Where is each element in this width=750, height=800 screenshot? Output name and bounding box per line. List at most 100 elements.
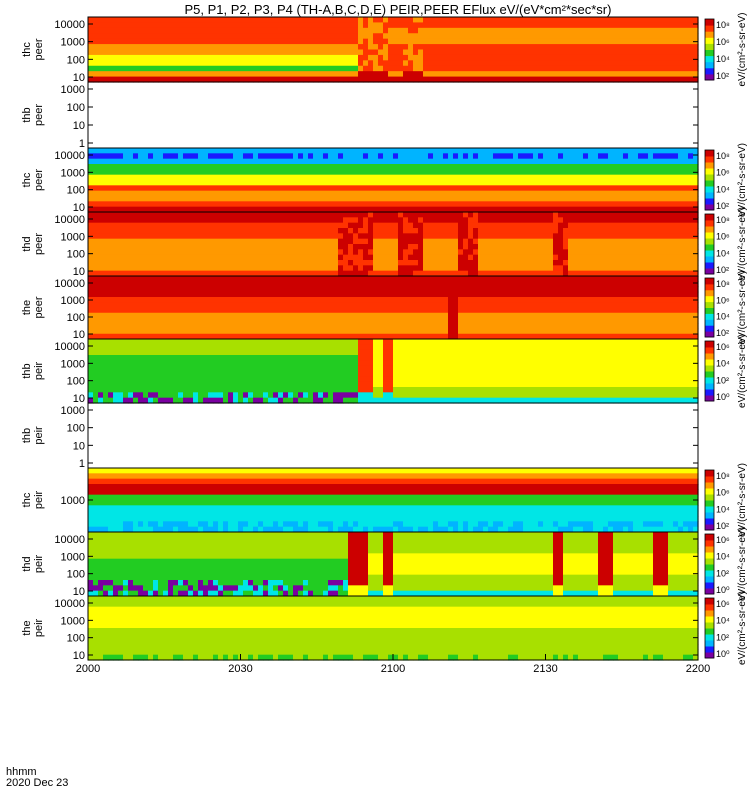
- spectrogram-cell: [283, 174, 289, 181]
- spectrogram-cell: [433, 174, 439, 181]
- spectrogram-cell: [613, 54, 619, 61]
- spectrogram-cell: [268, 180, 274, 186]
- spectrogram-cell: [293, 148, 299, 154]
- spectrogram-cell: [683, 217, 689, 224]
- spectrogram-cell: [568, 54, 574, 61]
- spectrogram-cell: [603, 158, 609, 165]
- spectrogram-cell: [463, 169, 469, 176]
- spectrogram-cell: [148, 312, 154, 319]
- spectrogram-cell: [218, 291, 224, 298]
- spectrogram-cell: [488, 212, 494, 218]
- spectrogram-cell: [368, 22, 374, 29]
- spectrogram-cell: [168, 148, 174, 154]
- spectrogram-cell: [688, 164, 694, 170]
- spectrogram-cell: [123, 180, 129, 186]
- spectrogram-cell: [368, 169, 374, 176]
- spectrogram-cell: [388, 27, 394, 34]
- spectrogram-cell: [638, 44, 644, 51]
- spectrogram-cell: [453, 180, 459, 186]
- spectrogram-cell: [498, 233, 504, 240]
- spectrogram-cell: [163, 196, 169, 202]
- spectrogram-cell: [518, 238, 524, 245]
- spectrogram-cell: [413, 38, 419, 45]
- spectrogram-cell: [658, 49, 664, 56]
- spectrogram-cell: [353, 212, 359, 218]
- spectrogram-cell: [328, 60, 334, 67]
- spectrogram-cell: [148, 190, 154, 197]
- spectrogram-cell: [588, 270, 594, 277]
- spectrogram-cell: [313, 190, 319, 197]
- spectrogram-cell: [228, 281, 234, 288]
- spectrogram-cell: [573, 238, 579, 245]
- spectrogram-cell: [163, 238, 169, 245]
- spectrogram-cell: [668, 206, 674, 213]
- spectrogram-cell: [228, 212, 234, 218]
- spectrogram-cell: [328, 44, 334, 51]
- spectrogram-cell: [313, 169, 319, 176]
- spectrogram-cell: [203, 196, 209, 202]
- spectrogram-cell: [318, 76, 324, 83]
- spectrogram-cell: [453, 71, 459, 78]
- spectrogram-cell: [633, 238, 639, 245]
- spectrogram-cell: [98, 328, 104, 335]
- spectrogram-cell: [158, 276, 164, 282]
- spectrogram-cell: [378, 60, 384, 67]
- spectrogram-cell: [683, 54, 689, 61]
- spectrogram-cell: [273, 148, 279, 154]
- spectrogram-cell: [208, 54, 214, 61]
- spectrogram-cell: [583, 174, 589, 181]
- spectrogram-cell: [213, 38, 219, 45]
- spectrogram-cell: [258, 71, 264, 78]
- spectrogram-cell: [253, 254, 259, 261]
- spectrogram-cell: [143, 270, 149, 277]
- spectrogram-cell: [118, 302, 124, 309]
- spectrogram-cell: [458, 71, 464, 78]
- spectrogram-cell: [358, 54, 364, 61]
- spectrogram-cell: [558, 265, 564, 272]
- spectrogram-cell: [638, 153, 644, 160]
- spectrogram-cell: [173, 17, 179, 24]
- spectrogram-cell: [318, 249, 324, 256]
- spectrogram-cell: [98, 254, 104, 261]
- spectrogram-cell: [663, 201, 669, 208]
- spectrogram-cell: [678, 54, 684, 61]
- spectrogram-cell: [248, 65, 254, 72]
- spectrogram-cell: [358, 65, 364, 72]
- spectrogram-cell: [163, 180, 169, 186]
- spectrogram-cell: [143, 312, 149, 319]
- colorbar-swatch: [705, 192, 714, 199]
- spectrogram-cell: [198, 190, 204, 197]
- spectrogram-cell: [163, 254, 169, 261]
- spectrogram-cell: [693, 206, 699, 213]
- spectrogram-cell: [128, 323, 134, 330]
- spectrogram-cell: [483, 54, 489, 61]
- spectrogram-cell: [308, 17, 314, 24]
- spectrogram-cell: [553, 33, 559, 40]
- spectrogram-cell: [178, 217, 184, 224]
- spectrogram-cell: [498, 148, 504, 154]
- spectrogram-cell: [503, 174, 509, 181]
- spectrogram-cell: [648, 238, 654, 245]
- y-axis-label: thd peer: [21, 233, 45, 255]
- spectrogram-cell: [683, 153, 689, 160]
- spectrogram-cell: [323, 265, 329, 272]
- spectrogram-cell: [593, 196, 599, 202]
- spectrogram-cell: [243, 174, 249, 181]
- spectrogram-cell: [498, 270, 504, 277]
- spectrogram-cell: [393, 212, 399, 218]
- spectrogram-cell: [393, 254, 399, 261]
- spectrogram-cell: [268, 244, 274, 250]
- spectrogram-cell: [103, 265, 109, 272]
- spectrogram-cell: [513, 153, 519, 160]
- spectrogram-cell: [283, 158, 289, 165]
- spectrogram-cell: [468, 17, 474, 24]
- spectrogram-cell: [628, 270, 634, 277]
- spectrogram-cell: [583, 212, 589, 218]
- spectrogram-cell: [98, 196, 104, 202]
- spectrogram-cell: [428, 44, 434, 51]
- spectrogram-cell: [273, 164, 279, 170]
- spectrogram-cell: [98, 276, 104, 282]
- spectrogram-cell: [173, 249, 179, 256]
- spectrogram-cell: [128, 60, 134, 67]
- spectrogram-cell: [328, 196, 334, 202]
